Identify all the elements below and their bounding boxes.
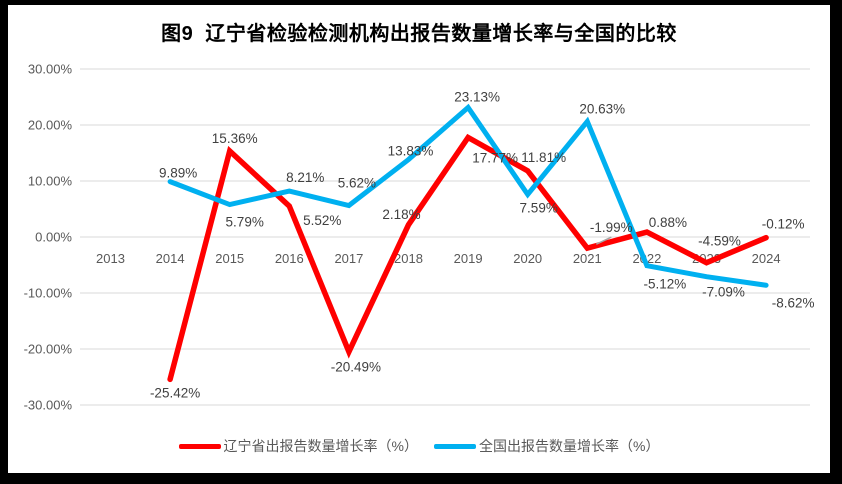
svg-text:2015: 2015 — [215, 251, 244, 266]
svg-text:2020: 2020 — [513, 251, 542, 266]
svg-text:-30.00%: -30.00% — [24, 398, 73, 413]
svg-text:2021: 2021 — [573, 251, 602, 266]
svg-text:2024: 2024 — [752, 251, 781, 266]
legend: 辽宁省出报告数量增长率（%） 全国出报告数量增长率（%） — [8, 436, 830, 456]
svg-text:-25.42%: -25.42% — [150, 385, 200, 400]
svg-text:2013: 2013 — [96, 251, 125, 266]
svg-text:-20.00%: -20.00% — [24, 342, 73, 357]
svg-text:-10.00%: -10.00% — [24, 286, 73, 301]
svg-text:5.62%: 5.62% — [338, 176, 376, 191]
svg-text:0.00%: 0.00% — [35, 230, 72, 245]
chart-canvas: 图9 辽宁省检验检测机构出报告数量增长率与全国的比较 30.00% 20.00% 1… — [8, 5, 830, 473]
svg-text:2014: 2014 — [156, 251, 185, 266]
svg-text:5.52%: 5.52% — [303, 213, 341, 228]
legend-label-national: 全国出报告数量增长率（%） — [479, 438, 660, 454]
legend-item-national: 全国出报告数量增长率（%） — [434, 436, 659, 456]
svg-text:20.63%: 20.63% — [579, 101, 625, 116]
svg-text:2019: 2019 — [454, 251, 483, 266]
svg-text:2017: 2017 — [334, 251, 363, 266]
svg-text:23.13%: 23.13% — [454, 89, 500, 104]
svg-text:2018: 2018 — [394, 251, 423, 266]
svg-text:2016: 2016 — [275, 251, 304, 266]
legend-item-liaoning: 辽宁省出报告数量增长率（%） — [178, 436, 418, 456]
svg-text:-4.59%: -4.59% — [698, 234, 741, 249]
svg-text:30.00%: 30.00% — [28, 62, 73, 77]
line-chart: 30.00% 20.00% 10.00% 0.00% -10.00% -20.00% -30… — [24, 62, 815, 413]
svg-text:0.88%: 0.88% — [649, 215, 687, 230]
svg-text:8.21%: 8.21% — [286, 170, 324, 185]
svg-text:-0.12%: -0.12% — [762, 217, 805, 232]
svg-text:-1.99%: -1.99% — [590, 220, 633, 235]
svg-text:20.00%: 20.00% — [28, 118, 73, 133]
red-line-swatch-icon — [178, 443, 221, 449]
svg-text:17.77%: 17.77% — [472, 150, 518, 165]
svg-text:13.83%: 13.83% — [388, 144, 434, 159]
svg-text:2022: 2022 — [632, 251, 661, 266]
svg-text:9.89%: 9.89% — [159, 166, 197, 181]
svg-text:7.59%: 7.59% — [520, 200, 558, 215]
svg-text:-8.62%: -8.62% — [772, 295, 815, 310]
svg-text:10.00%: 10.00% — [28, 174, 73, 189]
svg-text:-5.12%: -5.12% — [644, 277, 687, 292]
svg-text:11.81%: 11.81% — [521, 150, 566, 165]
legend-label-liaoning: 辽宁省出报告数量增长率（%） — [223, 438, 418, 454]
blue-line-swatch-icon — [434, 443, 476, 449]
svg-text:-7.09%: -7.09% — [702, 285, 745, 300]
svg-text:-20.49%: -20.49% — [331, 360, 381, 375]
chart-title: 图9 辽宁省检验检测机构出报告数量增长率与全国的比较 — [161, 23, 677, 45]
svg-text:5.79%: 5.79% — [226, 215, 264, 230]
svg-text:15.36%: 15.36% — [212, 131, 258, 146]
svg-text:2.18%: 2.18% — [382, 207, 420, 222]
